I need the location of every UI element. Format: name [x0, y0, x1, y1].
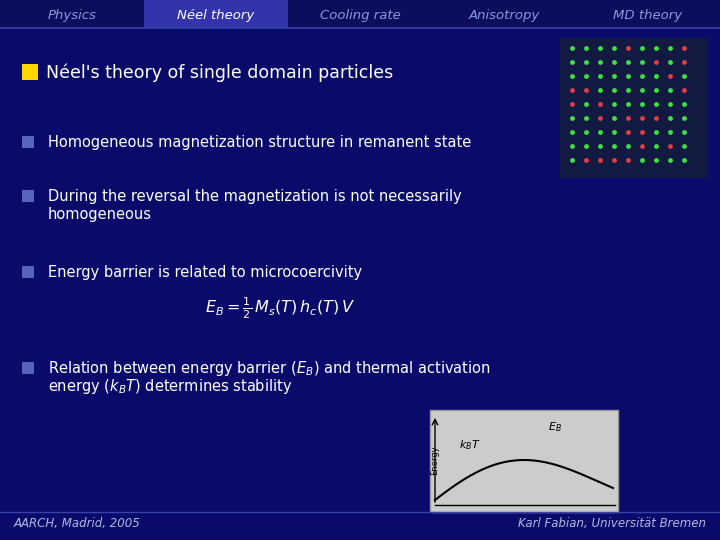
- Text: Anisotropy: Anisotropy: [469, 9, 539, 22]
- Text: Energy barrier is related to microcoercivity: Energy barrier is related to microcoerci…: [48, 265, 362, 280]
- Bar: [22, 64, 38, 80]
- Text: AARCH, Madrid, 2005: AARCH, Madrid, 2005: [14, 517, 140, 530]
- Text: Physics: Physics: [48, 9, 96, 22]
- Text: MD theory: MD theory: [613, 9, 683, 22]
- Text: Homogeneous magnetization structure in remanent state: Homogeneous magnetization structure in r…: [48, 134, 472, 150]
- FancyBboxPatch shape: [430, 410, 618, 512]
- Text: Cooling rate: Cooling rate: [320, 9, 400, 22]
- Text: $E_B = \frac{1}{2}\,M_s(T)\,h_c(T)\,V$: $E_B = \frac{1}{2}\,M_s(T)\,h_c(T)\,V$: [205, 295, 355, 321]
- Bar: [288, 0, 432, 28]
- Bar: [22, 190, 34, 202]
- Bar: [576, 0, 720, 28]
- Bar: [22, 362, 34, 374]
- Text: energy ($k_BT$) determines stability: energy ($k_BT$) determines stability: [48, 376, 292, 395]
- Text: $k_BT$: $k_BT$: [459, 438, 481, 452]
- FancyBboxPatch shape: [560, 38, 708, 178]
- Text: $E_B$: $E_B$: [548, 420, 562, 434]
- Text: homogeneous: homogeneous: [48, 206, 152, 221]
- Bar: [22, 266, 34, 278]
- Text: Karl Fabian, Universität Bremen: Karl Fabian, Universität Bremen: [518, 517, 706, 530]
- Bar: [0, 0, 144, 28]
- Text: Relation between energy barrier ($E_B$) and thermal activation: Relation between energy barrier ($E_B$) …: [48, 359, 491, 377]
- Text: Néel's theory of single domain particles: Néel's theory of single domain particles: [46, 64, 393, 82]
- Text: During the reversal the magnetization is not necessarily: During the reversal the magnetization is…: [48, 188, 462, 204]
- Bar: [432, 0, 576, 28]
- Bar: [144, 0, 288, 28]
- Bar: [22, 136, 34, 148]
- Text: Néel theory: Néel theory: [177, 9, 255, 22]
- Text: Energy: Energy: [430, 445, 439, 475]
